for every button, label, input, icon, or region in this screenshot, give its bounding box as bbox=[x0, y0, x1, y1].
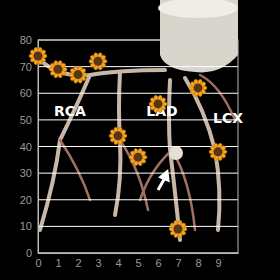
tick: 9 bbox=[215, 253, 221, 269]
grid-line bbox=[38, 93, 238, 94]
tick: 0 bbox=[35, 253, 41, 269]
tick: 1 bbox=[55, 253, 61, 269]
point bbox=[209, 143, 227, 161]
axis-line bbox=[39, 253, 239, 254]
vessel bbox=[40, 75, 90, 230]
tick-label: 10 bbox=[20, 220, 32, 232]
point-center bbox=[214, 147, 223, 156]
background bbox=[0, 0, 280, 280]
tick-label: 0 bbox=[26, 247, 32, 259]
tick-label: 70 bbox=[20, 61, 32, 73]
point-center bbox=[174, 225, 183, 234]
axis-line bbox=[38, 41, 39, 254]
annotations: RCALADLCX bbox=[54, 103, 243, 126]
y-axis: 0 10 20 30 40 50 60 70 80 bbox=[20, 34, 39, 259]
grid-line bbox=[38, 226, 238, 227]
plot-frame bbox=[38, 40, 238, 253]
point bbox=[69, 65, 87, 83]
vessel-node bbox=[169, 146, 183, 160]
annotation: RCA bbox=[54, 103, 86, 119]
tick: 30 bbox=[20, 167, 38, 179]
point bbox=[149, 95, 167, 113]
tick: 10 bbox=[20, 220, 38, 232]
tick-label: 50 bbox=[20, 114, 32, 126]
tick-label: 2 bbox=[75, 257, 81, 269]
point-center bbox=[74, 70, 83, 79]
tick-label: 1 bbox=[55, 257, 61, 269]
annotation: LCX bbox=[213, 110, 243, 126]
point bbox=[89, 52, 107, 70]
point-center bbox=[34, 51, 43, 60]
tick-label: 30 bbox=[20, 167, 32, 179]
point bbox=[29, 47, 47, 65]
arrow bbox=[158, 172, 168, 190]
vessel bbox=[40, 60, 165, 75]
tick-label: 5 bbox=[135, 257, 141, 269]
vessel bbox=[60, 140, 90, 200]
point-center bbox=[194, 83, 203, 92]
tick: 60 bbox=[20, 87, 38, 99]
tick: 40 bbox=[20, 141, 38, 153]
grid-line bbox=[38, 199, 238, 200]
tick-label: 40 bbox=[20, 141, 32, 153]
grid bbox=[38, 40, 238, 253]
grid-line bbox=[38, 119, 238, 120]
tick: 8 bbox=[195, 253, 201, 269]
point-center bbox=[94, 57, 103, 66]
tick-label: 80 bbox=[20, 34, 32, 46]
grid-line bbox=[38, 146, 238, 147]
point-center bbox=[134, 153, 143, 162]
tick: 2 bbox=[75, 253, 81, 269]
tick: 20 bbox=[20, 194, 38, 206]
grid-line bbox=[38, 66, 238, 67]
tick: 6 bbox=[155, 253, 161, 269]
grid-line bbox=[38, 173, 238, 174]
tick-label: 60 bbox=[20, 87, 32, 99]
tick-label: 0 bbox=[35, 257, 41, 269]
tick-label: 4 bbox=[115, 257, 121, 269]
tick: 50 bbox=[20, 114, 38, 126]
point-center bbox=[154, 99, 163, 108]
tick-label: 6 bbox=[155, 257, 161, 269]
tick-label: 20 bbox=[20, 194, 32, 206]
tick: 3 bbox=[95, 253, 101, 269]
point bbox=[109, 127, 127, 145]
point bbox=[189, 79, 207, 97]
x-axis: 0 1 2 3 4 5 6 7 8 9 bbox=[35, 253, 238, 269]
tick-label: 9 bbox=[215, 257, 221, 269]
point bbox=[169, 220, 187, 238]
aorta-top bbox=[158, 0, 238, 18]
tick: 0 bbox=[26, 247, 38, 259]
tick: 5 bbox=[135, 253, 141, 269]
tick: 7 bbox=[175, 253, 181, 269]
point-center bbox=[114, 131, 123, 140]
tick: 80 bbox=[20, 34, 38, 46]
tick-label: 8 bbox=[195, 257, 201, 269]
point-center bbox=[54, 65, 63, 74]
tick-label: 7 bbox=[175, 257, 181, 269]
point bbox=[49, 60, 67, 78]
point bbox=[129, 148, 147, 166]
tick: 4 bbox=[115, 253, 121, 269]
chart: 0 1 2 3 4 5 6 7 8 9 0 10 20 30 40 50 60 70 80 RCALADLCX bbox=[0, 0, 280, 280]
vessel bbox=[172, 150, 195, 230]
points bbox=[29, 47, 227, 239]
tick-label: 3 bbox=[95, 257, 101, 269]
